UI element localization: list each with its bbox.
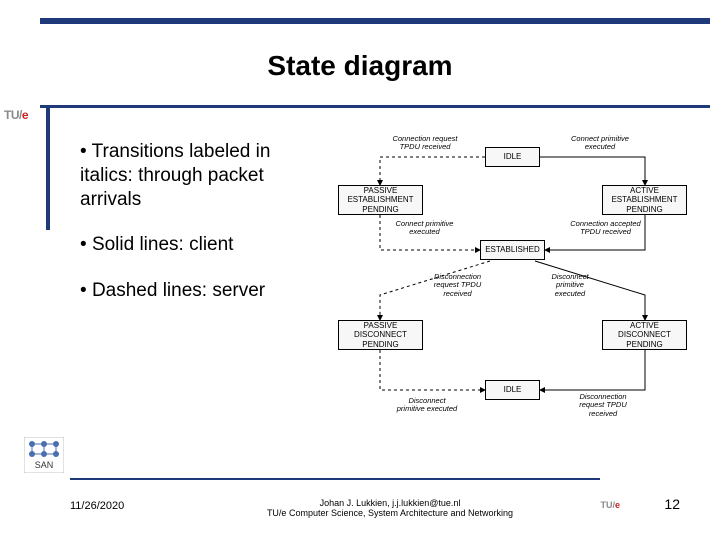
state-adp: ACTIVE DISCONNECT PENDING xyxy=(602,320,687,350)
label-conn-prim-r: Connect primitive executed xyxy=(555,135,645,152)
page-title: State diagram xyxy=(0,50,720,82)
label-conn-req-tpdu: Connection request TPDU received xyxy=(380,135,470,152)
label-disc-prim-r: Disconnect primitive executed xyxy=(535,273,605,298)
san-logo: SAN xyxy=(24,437,64,478)
title-rule xyxy=(40,105,710,108)
bullet-list: Transitions labeled in italics: through … xyxy=(80,140,320,325)
state-diagram: IDLE PASSIVE ESTABLISHMENT PENDING ACTIV… xyxy=(320,135,705,445)
svg-text:SAN: SAN xyxy=(35,460,54,470)
bullet-2: Solid lines: client xyxy=(80,233,320,257)
state-idle-bot: IDLE xyxy=(485,380,540,400)
state-pdp: PASSIVE DISCONNECT PENDING xyxy=(338,320,423,350)
label-conn-acc-tpdu: Connection accepted TPDU received xyxy=(558,220,653,237)
tue-logo-left: TU/e xyxy=(4,108,28,122)
state-idle-top: IDLE xyxy=(485,147,540,167)
footer-credit-line1: Johan J. Lukkien, j.j.lukkien@tue.nl xyxy=(320,498,461,508)
left-rule xyxy=(46,105,50,230)
state-pep: PASSIVE ESTABLISHMENT PENDING xyxy=(338,185,423,215)
tue-logo-footer: TU/e xyxy=(600,500,620,510)
footer-credit: Johan J. Lukkien, j.j.lukkien@tue.nl TU/… xyxy=(200,498,580,518)
footer-date: 11/26/2020 xyxy=(70,500,124,512)
bullet-3: Dashed lines: server xyxy=(80,279,320,303)
state-established: ESTABLISHED xyxy=(480,240,545,260)
footer-credit-line2: TU/e Computer Science, System Architectu… xyxy=(267,508,513,518)
label-disc-req-tpdu: Disconnection request TPDU received xyxy=(415,273,500,298)
top-bar xyxy=(40,18,710,24)
label-disc-tpdu-recv: Disconnection request TPDU received xyxy=(558,393,648,418)
bullet-1: Transitions labeled in italics: through … xyxy=(80,140,320,211)
page-number: 12 xyxy=(664,496,680,512)
label-disc-prim-l: Disconnect primitive executed xyxy=(382,397,472,414)
label-conn-prim-l: Connect primitive executed xyxy=(382,220,467,237)
state-aep: ACTIVE ESTABLISHMENT PENDING xyxy=(602,185,687,215)
footer-rule xyxy=(70,478,600,480)
